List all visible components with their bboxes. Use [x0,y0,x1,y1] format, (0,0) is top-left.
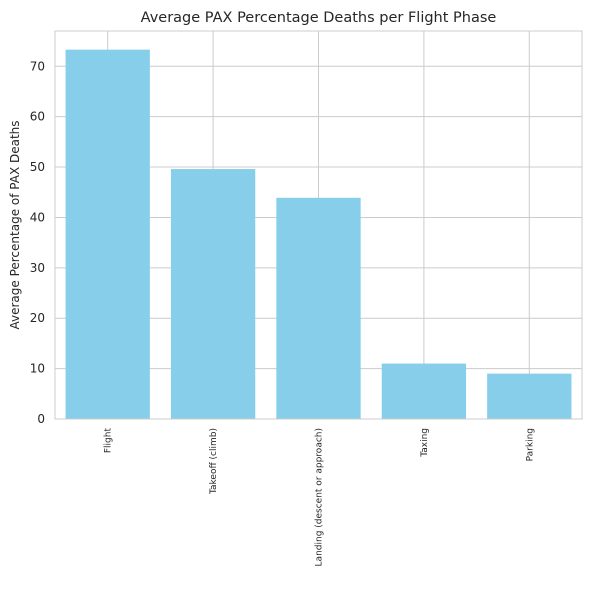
x-tick-labels: Flight Takeoff (climb) Landing (descent or… [104,428,536,567]
chart-title: Average PAX Percentage Deaths per Flight… [141,10,497,26]
y-tick-label: 50 [30,160,45,174]
bar-flight [65,49,150,419]
y-tick-labels: 0 10 20 30 40 50 60 70 [30,59,45,426]
plot-frame [54,30,583,420]
x-tick-label: Flight [104,428,114,454]
x-tick-label: Parking [525,428,535,461]
y-tick-label: 20 [30,311,45,325]
y-axis-label: Average Percentage of PAX Deaths [8,120,22,329]
bar-landing-descent-or-approach [276,197,361,419]
bars [65,49,572,419]
bar-takeoff-climb [170,169,256,419]
bar-taxing [381,363,467,419]
y-tick-label: 10 [30,362,45,376]
y-tick-label: 70 [30,59,45,73]
x-tick-label: Takeoff (climb) [209,428,219,495]
x-tick-label: Landing (descent or approach) [315,428,325,566]
y-tick-label: 40 [30,210,45,224]
x-tick-label: Taxing [420,428,430,458]
y-tick-label: 0 [37,412,45,426]
y-tick-label: 60 [30,110,45,124]
bar-parking [487,373,572,419]
y-tick-label: 30 [30,261,45,275]
